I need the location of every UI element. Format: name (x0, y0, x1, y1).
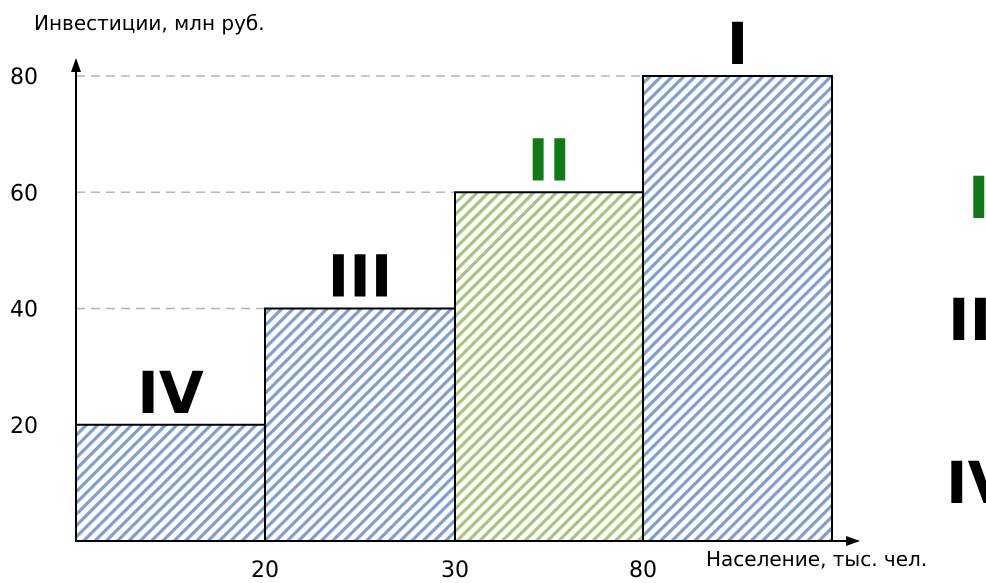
x-tick-label-20: 20 (251, 558, 279, 583)
bar-I (642, 75, 833, 542)
bar-label-III: III (328, 243, 393, 311)
bar-label-IV: IV (137, 359, 204, 427)
y-tick-label-20: 20 (10, 414, 38, 439)
axes (71, 58, 860, 546)
bar-II (454, 191, 644, 542)
bars (75, 75, 833, 542)
side-label-I: I (968, 164, 986, 232)
bar-label-I: I (727, 10, 749, 78)
x-axis-title: Население, тыс. чел. (706, 547, 927, 571)
labels: IVIIIIII20406080203080IIIIV (10, 10, 986, 583)
bar-label-II: II (527, 126, 570, 194)
y-axis-title: Инвестиции, млн руб. (34, 11, 265, 35)
side-label-IV: IV (946, 449, 986, 517)
bar-III (264, 307, 456, 542)
y-tick-label-40: 40 (10, 298, 38, 323)
y-tick-label-80: 80 (10, 65, 38, 90)
x-tick-label-80: 80 (629, 558, 657, 583)
x-tick-label-30: 30 (441, 558, 469, 583)
y-tick-label-60: 60 (10, 181, 38, 206)
side-label-II: II (948, 286, 986, 354)
bar-IV (75, 423, 266, 542)
